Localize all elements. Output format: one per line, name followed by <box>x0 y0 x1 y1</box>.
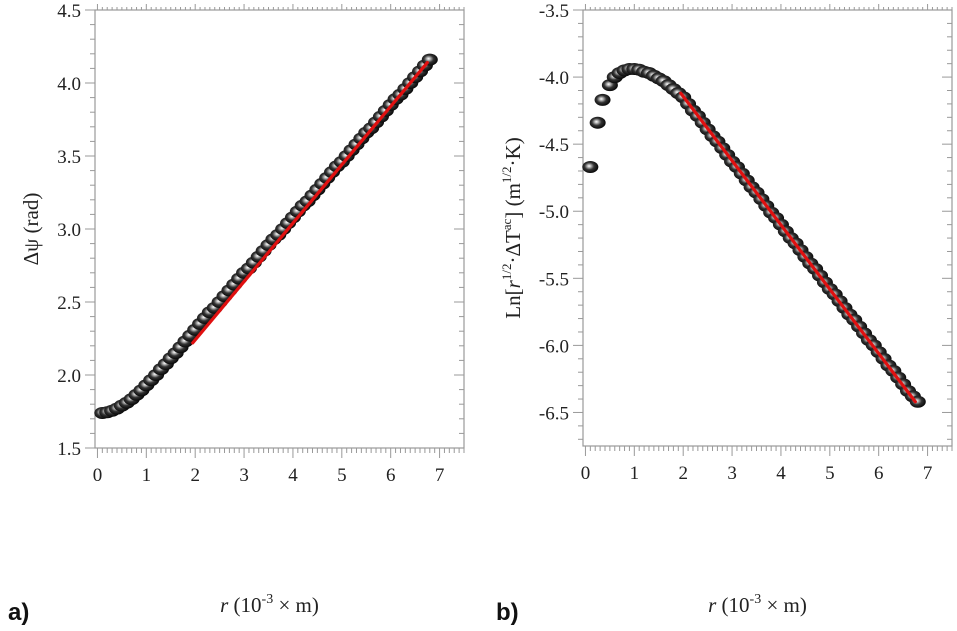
y-label-part: Ln[ <box>501 288 525 318</box>
x-tick-label: 7 <box>435 465 445 486</box>
x-tick-label: 3 <box>239 465 249 486</box>
y-tick-label: 2.0 <box>57 366 81 387</box>
x-tick-label: 5 <box>337 465 347 486</box>
data-point <box>582 160 599 173</box>
fit-line <box>679 91 917 404</box>
y-tick-label: -4.0 <box>539 68 569 89</box>
y-label-sup: 1/2 <box>499 264 514 281</box>
y-tick-label: 3.0 <box>57 220 81 241</box>
y-label-sup: ac <box>499 218 514 230</box>
data-points <box>94 53 438 419</box>
chart-panel-a: 0 1 2 3 4 5 6 7 1.5 2.0 2.5 3.0 3.5 4.0 4.5 r (10-3 × m… <box>8 1 465 626</box>
x-tick-label: 1 <box>142 465 152 486</box>
x-axis-label: r (10-3 × m) <box>708 592 807 617</box>
x-label-rest: × m) <box>273 593 319 617</box>
y-label-part: ] (m <box>501 183 525 219</box>
y-tick-label: 1.5 <box>57 439 81 460</box>
y-label-part: ·ΔT <box>501 230 525 263</box>
y-label-var: r <box>501 279 525 288</box>
x-tick-label: 5 <box>825 463 835 484</box>
x-label-sup: -3 <box>750 592 762 607</box>
x-tick-label: 2 <box>678 463 688 484</box>
y-label-sup: 1/2 <box>499 166 514 183</box>
x-label-text: (10 <box>716 593 749 617</box>
x-axis-label: r (10-3 × m) <box>220 592 319 617</box>
x-label-var: r <box>708 593 717 617</box>
y-tick-label: 2.5 <box>57 293 81 314</box>
panel-label: b) <box>496 599 519 626</box>
y-tick-label: -3.5 <box>539 1 569 22</box>
x-label-var: r <box>220 593 229 617</box>
x-label-rest: × m) <box>761 593 807 617</box>
fit-line <box>191 60 429 345</box>
y-tick-label: -4.5 <box>539 135 569 156</box>
x-tick-label: 2 <box>190 465 200 486</box>
x-tick-label: 1 <box>630 463 640 484</box>
x-label-text: (10 <box>228 593 261 617</box>
chart-panel-b: 0 1 2 3 4 5 6 7 -6.5 -6.0 -5.5 -5.0 -4.5 -4.0 -3.5 r (1… <box>496 1 953 626</box>
x-tick-label: 6 <box>874 463 884 484</box>
y-axis-label: Δψ (rad) <box>19 193 43 266</box>
x-tick-label: 4 <box>776 463 786 484</box>
y-tick-label: -5.5 <box>539 269 569 290</box>
x-tick-label: 6 <box>386 465 396 486</box>
x-label-sup: -3 <box>262 592 274 607</box>
x-tick-label: 0 <box>581 463 591 484</box>
data-point <box>594 93 611 106</box>
y-tick-label: -6.0 <box>539 336 569 357</box>
y-tick-label: 4.5 <box>57 1 81 22</box>
panel-label: a) <box>8 599 29 626</box>
y-label-part: ·K) <box>501 137 525 166</box>
y-tick-label: 3.5 <box>57 147 81 168</box>
y-tick-label: -5.0 <box>539 202 569 223</box>
data-points <box>582 63 926 408</box>
plot-frame <box>582 9 953 447</box>
x-tick-label: 7 <box>923 463 933 484</box>
x-tick-label: 3 <box>727 463 737 484</box>
data-point <box>589 116 606 129</box>
x-tick-label: 4 <box>288 465 298 486</box>
y-tick-label: 4.0 <box>57 74 81 95</box>
x-tick-label: 0 <box>93 465 103 486</box>
y-tick-label: -6.5 <box>539 403 569 424</box>
y-axis-label: Ln[r1/2·ΔTac] (m1/2·K) <box>499 137 525 318</box>
